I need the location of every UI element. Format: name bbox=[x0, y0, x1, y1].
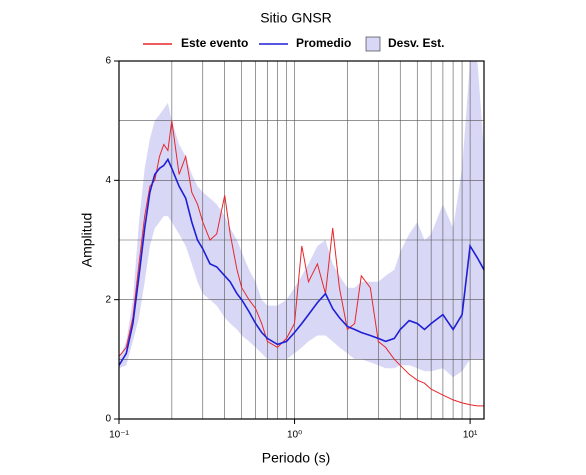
x-tick-label: 10⁻¹ bbox=[109, 430, 129, 441]
legend-label: Desv. Est. bbox=[388, 36, 444, 50]
x-tick-label: 10¹ bbox=[463, 430, 478, 441]
series-line bbox=[118, 120, 484, 407]
legend-label: Este evento bbox=[181, 36, 248, 50]
legend-swatch bbox=[365, 36, 381, 52]
y-tick-label: 4 bbox=[105, 175, 111, 186]
y-tick-label: 2 bbox=[105, 294, 111, 305]
y-tick-label: 6 bbox=[105, 56, 111, 67]
y-axis-label: Amplitud bbox=[79, 213, 95, 267]
y-tick-label: 0 bbox=[105, 414, 111, 425]
series-line bbox=[118, 157, 485, 366]
legend-label: Promedio bbox=[296, 36, 351, 50]
std-band bbox=[119, 61, 484, 378]
chart-title: Sitio GNSR bbox=[260, 10, 332, 26]
x-axis-label: Periodo (s) bbox=[262, 450, 330, 466]
x-tick-label: 10⁰ bbox=[287, 430, 302, 441]
plot-frame bbox=[118, 60, 485, 420]
